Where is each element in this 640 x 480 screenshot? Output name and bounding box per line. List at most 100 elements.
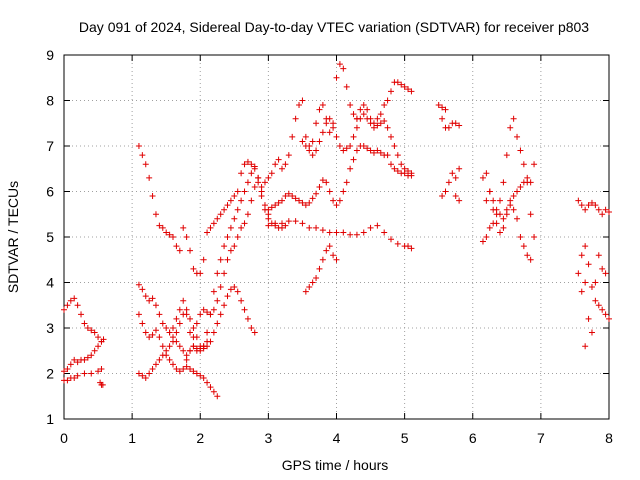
data-point [149,331,156,338]
data-point [456,197,463,204]
data-point [163,325,170,331]
data-point [207,384,214,391]
data-point [408,88,415,95]
data-point [391,143,398,149]
data-point [510,115,517,122]
data-point [306,224,313,231]
x-tick-label: 4 [333,430,341,446]
data-point [190,343,197,350]
data-point [316,183,323,190]
data-point [445,179,452,186]
data-point [166,356,173,363]
data-point [190,334,197,341]
data-point [292,195,299,202]
data-point [214,270,221,277]
data-point [248,197,255,204]
data-point [152,302,159,309]
data-point [353,231,360,238]
data-point [81,370,88,377]
data-point [193,370,200,377]
data-point [296,197,303,204]
data-point [139,320,146,327]
data-point [221,270,228,277]
data-point [183,234,190,240]
series-s16 [302,243,340,295]
data-point [517,183,524,190]
data-point [585,315,592,322]
y-axis-label: SDTVAR / TECUs [5,181,21,293]
data-point [289,133,296,140]
data-point [244,211,251,218]
data-point [289,193,296,200]
data-point [405,86,412,93]
data-point [234,188,241,195]
data-point [166,329,173,336]
data-point [374,222,381,229]
data-point [95,334,102,341]
y-tick-label: 3 [46,320,54,336]
data-point [602,270,609,277]
data-point [360,111,367,118]
data-point [88,352,95,359]
data-point [67,361,74,368]
series-s26 [582,343,589,350]
data-point [384,152,391,159]
data-point [483,197,490,204]
data-point [221,302,228,309]
data-point [340,147,347,154]
data-point [265,174,272,181]
x-tick-label: 7 [537,430,545,446]
data-point [142,293,149,300]
data-point [381,117,388,124]
data-point [449,170,456,177]
data-point [272,202,279,209]
data-point [180,365,187,372]
data-point [575,197,582,204]
data-point [84,354,91,361]
y-tick-label: 8 [46,93,54,109]
data-point [384,124,391,131]
data-point [95,368,102,375]
data-point [592,297,599,304]
y-tick-label: 7 [46,138,54,154]
data-point [520,179,527,186]
data-point [503,211,510,218]
data-point [214,393,221,400]
data-point [302,133,309,140]
data-point [578,252,585,259]
data-point [582,343,589,350]
data-point [483,234,490,240]
data-point [313,190,320,197]
data-point [408,172,415,179]
data-point [333,133,340,140]
data-point [323,179,330,186]
data-point [234,288,241,295]
data-point [227,197,234,204]
data-point [326,188,333,195]
x-tick-label: 0 [60,430,68,446]
data-point [394,152,401,159]
data-point [517,234,524,240]
data-point [340,188,347,195]
data-point [204,338,211,345]
data-point [299,220,306,227]
data-point [159,343,166,350]
data-point [282,161,289,168]
data-point [282,222,289,229]
data-point [244,315,251,322]
data-point [200,375,207,382]
data-point [367,224,374,231]
data-point [381,229,388,236]
data-point [350,111,357,118]
data-point [333,202,340,209]
data-point [313,120,320,127]
data-point [227,286,234,293]
data-point [599,265,606,272]
x-tick-label: 3 [264,430,272,446]
series-s15 [265,143,415,213]
data-point [139,286,146,293]
data-point [313,147,320,154]
data-point [231,243,238,250]
data-point [340,65,347,72]
